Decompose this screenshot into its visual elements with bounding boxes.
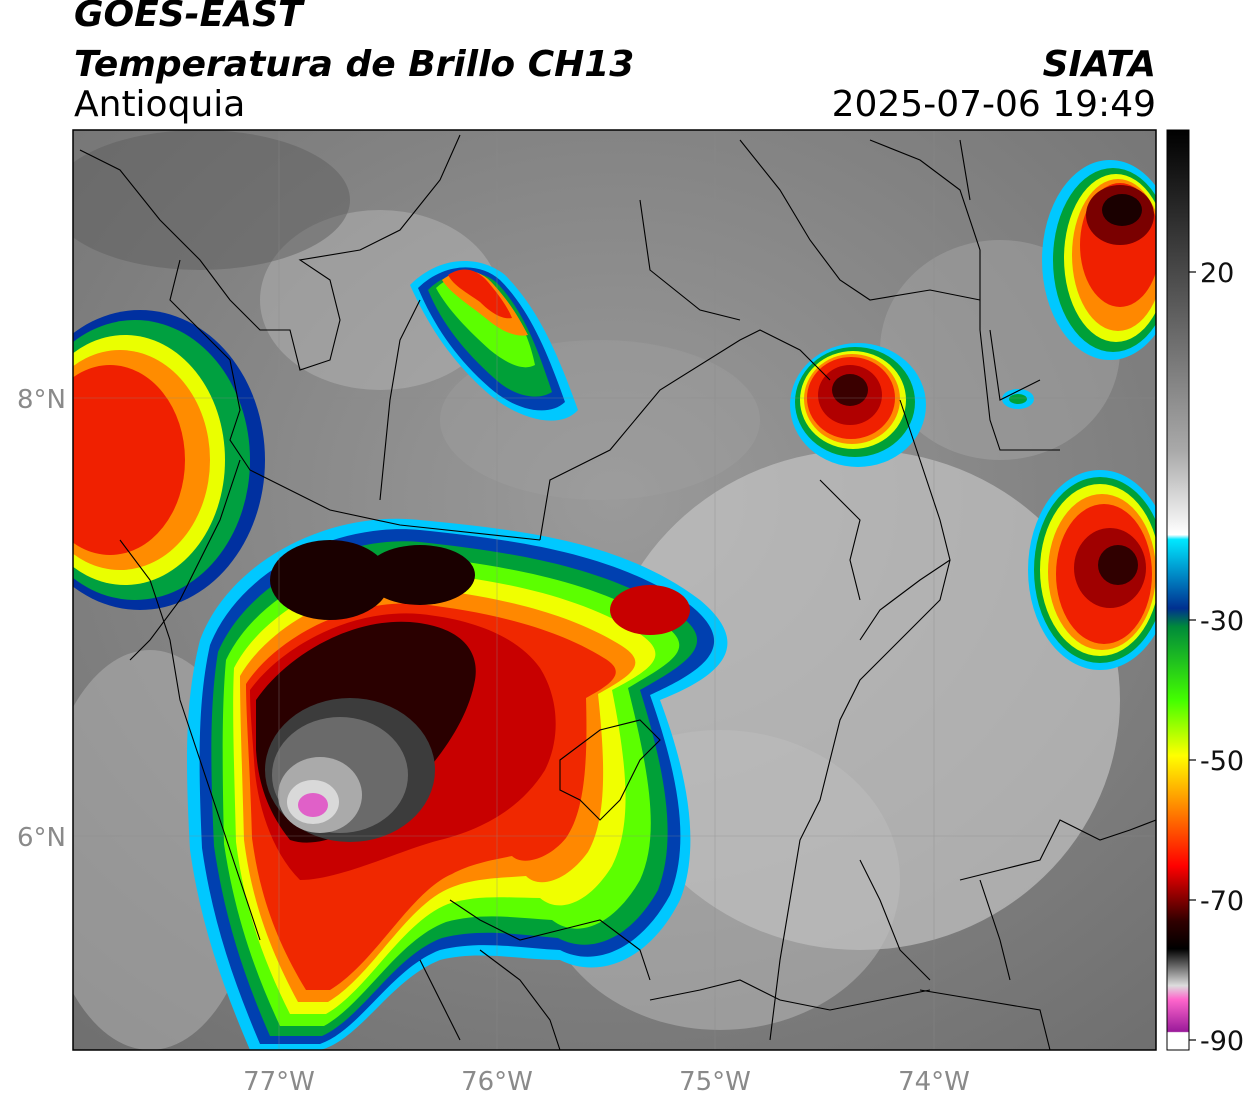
lat-tick-label: 8°N: [17, 385, 66, 415]
map-area: [73, 130, 1156, 1050]
lon-tick-label: 74°W: [898, 1067, 970, 1097]
storm-west: [73, 310, 265, 610]
datetime-label: 2025-07-06 19:49: [831, 84, 1156, 125]
map-title: GOES-EAST: [74, 0, 303, 35]
map-frame: [72, 129, 1157, 1051]
storm-northeast: [1042, 160, 1156, 360]
lat-tick-label: 6°N: [17, 823, 66, 853]
colorbar-tick: -90: [1200, 1026, 1244, 1057]
lon-tick-label: 77°W: [243, 1067, 315, 1097]
storm-east: [1028, 470, 1156, 670]
storm-main: [187, 518, 728, 1050]
colorbar-tick: -30: [1200, 606, 1244, 637]
region-label: Antioquia: [74, 84, 246, 125]
colorbar-tick: 20: [1200, 258, 1234, 289]
storm-north-central: [410, 261, 578, 421]
colorbar: 20 -30 -50 -70 -90: [1166, 129, 1244, 1057]
colorbar-gradient: [1166, 129, 1190, 1051]
organization-label: SIATA: [1042, 44, 1156, 85]
axis-labels: 77°W 76°W 75°W 74°W 8°N 6°N: [17, 385, 970, 1097]
gridlines: [73, 130, 1156, 1050]
colorbar-tick: -50: [1200, 746, 1244, 777]
lon-tick-label: 75°W: [679, 1067, 751, 1097]
map-subtitle: Temperatura de Brillo CH13: [74, 44, 635, 85]
lon-tick-label: 76°W: [461, 1067, 533, 1097]
colorbar-tick: -70: [1200, 886, 1244, 917]
boundaries: [79, 134, 1156, 1050]
